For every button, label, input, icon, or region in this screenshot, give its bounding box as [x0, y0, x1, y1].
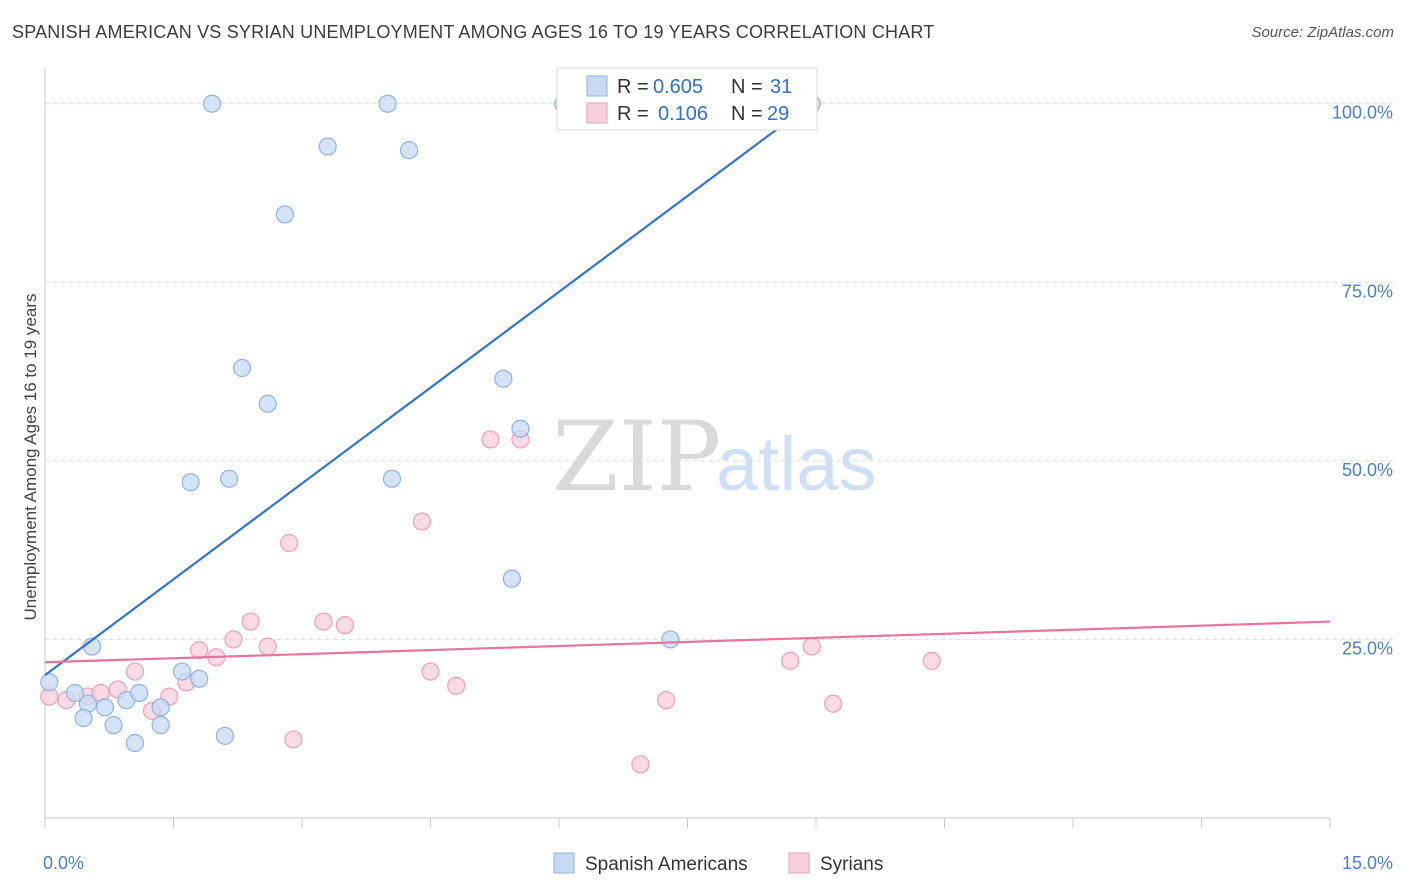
syrian-point — [284, 730, 303, 749]
y-axis-label: Unemployment Among Ages 16 to 19 years — [21, 294, 40, 621]
spanish-american-point — [151, 716, 170, 735]
spanish-american-point — [65, 683, 85, 703]
y-tick-label: 100.0% — [1332, 103, 1393, 123]
spanish-american-point — [258, 394, 277, 413]
syrian-point — [421, 662, 440, 681]
bottom-legend-swatch-blue — [553, 852, 575, 874]
legend: R = 0.605 N = 31 R = 0.106 N = 29 — [556, 67, 818, 131]
legend-r-label-blue: R = — [617, 76, 649, 98]
spanish-american-point — [494, 369, 513, 388]
spanish-american-point — [104, 716, 123, 735]
legend-n-label-pink: N = — [731, 103, 763, 125]
legend-swatch-pink — [586, 102, 608, 124]
legend-r-value-blue: 0.605 — [653, 76, 703, 98]
spanish-american-point — [125, 733, 145, 753]
syrian-point — [280, 533, 299, 553]
spanish-american-point — [220, 469, 239, 488]
syrian-point — [314, 612, 333, 631]
spanish-american-point — [378, 94, 397, 113]
legend-n-label-blue: N = — [731, 76, 763, 98]
y-tick-labels: 25.0% 50.0% 75.0% 100.0% — [1332, 103, 1393, 659]
x-tick-label-max: 15.0% — [1342, 853, 1393, 873]
legend-n-value-pink: 29 — [767, 103, 789, 125]
syrian-point — [335, 616, 354, 635]
bottom-legend: Spanish Americans Syrians — [553, 852, 883, 875]
chart-title: SPANISH AMERICAN VS SYRIAN UNEMPLOYMENT … — [12, 22, 935, 42]
y-tick-label: 50.0% — [1342, 460, 1393, 480]
bottom-legend-label-pink: Syrians — [820, 854, 883, 875]
spanish-american-point — [511, 419, 530, 438]
spanish-american-point — [215, 726, 234, 745]
syrian-point — [656, 691, 676, 710]
legend-swatch-blue — [586, 75, 608, 97]
spanish-american-point — [318, 137, 337, 156]
watermark-zip: ZIP — [552, 401, 721, 513]
legend-r-value-pink: 0.106 — [658, 103, 708, 125]
syrian-point — [241, 612, 260, 631]
spanish-american-point — [151, 698, 170, 717]
syrian-point — [447, 676, 466, 695]
grid-layer — [44, 103, 1393, 828]
syrian-point — [922, 651, 941, 670]
spanish-american-point — [181, 473, 200, 492]
spanish-american-point — [502, 569, 521, 588]
syrian-point — [224, 630, 243, 649]
spanish-american-point — [661, 630, 680, 649]
spanish-american-point — [95, 698, 115, 717]
syrian-point — [824, 694, 843, 713]
source-credit: Source: ZipAtlas.com — [1251, 24, 1394, 41]
trend-line-spanish-americans — [44, 99, 817, 677]
spanish-american-point — [172, 662, 192, 681]
syrian-point — [258, 637, 277, 656]
spanish-american-point — [232, 358, 252, 378]
syrian-point — [412, 512, 432, 531]
syrian-point — [125, 662, 145, 681]
syrian-point — [781, 651, 800, 670]
x-tick-label-min: 0.0% — [43, 853, 84, 873]
y-tick-label: 25.0% — [1342, 638, 1393, 658]
trend-lines — [44, 99, 1331, 677]
spanish-american-point — [202, 94, 222, 113]
spanish-american-point — [74, 708, 93, 728]
bottom-legend-swatch-pink — [788, 852, 810, 874]
trend-line-syrians — [44, 620, 1331, 664]
syrian-point — [802, 637, 821, 656]
spanish-american-point — [275, 205, 294, 224]
spanish-american-point — [190, 669, 209, 688]
y-tick-label: 75.0% — [1342, 281, 1393, 301]
watermark-atlas: atlas — [716, 422, 877, 507]
legend-r-label-pink: R = — [617, 103, 649, 125]
syrian-point — [631, 755, 650, 774]
spanish-american-point — [382, 469, 402, 488]
syrian-point — [481, 430, 500, 449]
syrian-point — [190, 641, 209, 660]
spanish-american-point — [130, 683, 149, 703]
spanish-american-point — [399, 141, 419, 160]
legend-n-value-blue: 31 — [770, 76, 792, 98]
bottom-legend-label-blue: Spanish Americans — [585, 854, 748, 875]
spanish-american-point — [40, 673, 59, 692]
